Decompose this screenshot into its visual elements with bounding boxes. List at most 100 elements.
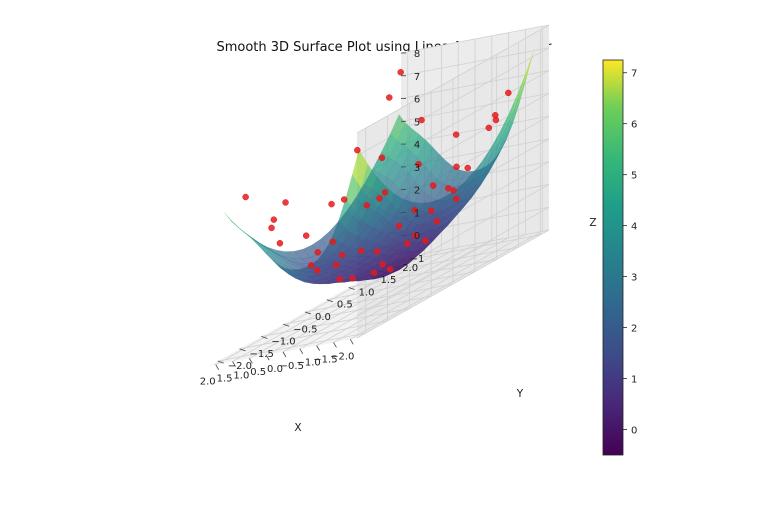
y-tick-label: 2.0 — [402, 263, 418, 274]
surface-patch — [328, 221, 345, 240]
scatter-point — [302, 232, 310, 239]
scatter-point — [242, 193, 249, 201]
scatter-point — [268, 224, 275, 232]
grid-line — [348, 259, 497, 288]
x-axis-label: X — [294, 422, 301, 434]
y-tick — [261, 336, 268, 339]
grid-line — [400, 229, 550, 259]
x-tick — [299, 348, 304, 355]
grid-line — [400, 47, 550, 77]
scatter-point — [363, 202, 371, 209]
scatter-point — [450, 187, 457, 194]
scatter-point — [376, 195, 383, 202]
surface-patch — [293, 248, 311, 260]
surface-patch — [337, 210, 354, 230]
grid-line — [239, 320, 388, 350]
z-tick-label: 6 — [414, 95, 420, 106]
scatter-point — [328, 200, 335, 208]
y-tick — [217, 360, 224, 364]
colorbar: 0 1 2 3 4 5 6 7 — [602, 59, 637, 456]
y-tick-label: −2.0 — [228, 361, 252, 372]
surface-patch — [285, 251, 302, 260]
scatter-point — [307, 262, 315, 269]
scatter-point — [429, 182, 437, 189]
z-axis-label: Z — [589, 217, 596, 229]
x-tick — [265, 354, 270, 361]
x-tick — [316, 345, 320, 351]
x-tick-label: −1.0 — [296, 358, 320, 369]
scatter-point — [313, 267, 321, 274]
x-tick-label: −2.0 — [330, 351, 354, 362]
y-tick-label: −0.5 — [293, 324, 317, 335]
x-tick — [249, 358, 253, 364]
y-tick — [348, 287, 355, 290]
z-tick-label: 7 — [414, 72, 420, 83]
y-tick — [392, 262, 399, 266]
x-tick-label: −1.5 — [313, 354, 337, 365]
scatter-point — [422, 237, 429, 244]
z-tick-label: 8 — [414, 49, 420, 60]
axes: −2.0−1.5−1.0−0.50.00.51.01.52.0−2.0−1.5−… — [200, 49, 597, 434]
scatter-point — [415, 160, 422, 168]
x-tick-label: 0.0 — [267, 364, 283, 375]
scatter-point — [338, 251, 346, 259]
surface-patch — [363, 168, 380, 190]
z-tick-label: 0 — [414, 231, 420, 242]
scatter-point — [349, 275, 356, 282]
scatter-point — [332, 261, 340, 269]
grid-line — [304, 283, 454, 313]
y-tick — [370, 274, 377, 278]
surface-patch — [267, 247, 284, 257]
scatter-point — [381, 189, 389, 196]
scatter-point — [464, 164, 471, 172]
y-tick-label: 0.0 — [315, 312, 331, 323]
y-tick — [283, 323, 290, 327]
scatter-point — [433, 218, 441, 225]
y-tick-label: 1.5 — [380, 275, 396, 286]
x-tick-label: 2.0 — [200, 377, 216, 388]
colorbar-tick-label: 4 — [631, 222, 637, 233]
colorbar-tick-label: 0 — [631, 426, 637, 437]
z-tick-label: 1 — [414, 208, 420, 219]
scatter-point — [370, 269, 378, 277]
scatter-point — [386, 94, 393, 101]
scatter-point — [452, 131, 460, 138]
colorbar-tick-label: 6 — [631, 120, 637, 131]
x-tick — [215, 364, 220, 370]
scatter-point — [379, 261, 386, 268]
scatter-point — [453, 195, 460, 203]
scatter-point — [485, 124, 493, 132]
scatter-point — [411, 232, 419, 239]
grid-line — [217, 332, 366, 362]
scatter-point — [354, 146, 361, 154]
colorbar-tick-label: 5 — [631, 171, 637, 182]
grid-line — [400, 92, 550, 122]
colorbar-tick-label: 3 — [631, 273, 637, 284]
x-tick-label: −0.5 — [280, 361, 304, 372]
scatter-point — [329, 238, 336, 245]
x-tick-label: 0.5 — [250, 367, 266, 378]
scatter-point — [314, 249, 322, 256]
grid-line — [400, 70, 550, 99]
y-tick-label: −1.0 — [271, 337, 295, 348]
y-tick-label: 0.5 — [337, 300, 353, 311]
x-tick — [232, 361, 236, 367]
z-tick-label: 2 — [414, 186, 420, 197]
x-tick — [333, 342, 337, 348]
y-tick-label: −1.5 — [250, 349, 274, 360]
colorbar-gradient — [602, 59, 624, 456]
y-axis-label: Y — [516, 388, 524, 400]
z-tick-label: 5 — [414, 117, 420, 128]
x-tick — [349, 339, 354, 345]
grid-line — [392, 234, 541, 264]
grid-line — [356, 24, 550, 134]
scatter-point — [378, 154, 386, 162]
surface-patch — [276, 249, 293, 259]
z-tick-label: 4 — [414, 140, 420, 151]
scatter-point — [358, 247, 365, 255]
scatter-point — [411, 206, 418, 214]
scatter-point — [397, 69, 404, 76]
scatter-point — [336, 275, 343, 283]
scatter-point — [492, 116, 500, 124]
